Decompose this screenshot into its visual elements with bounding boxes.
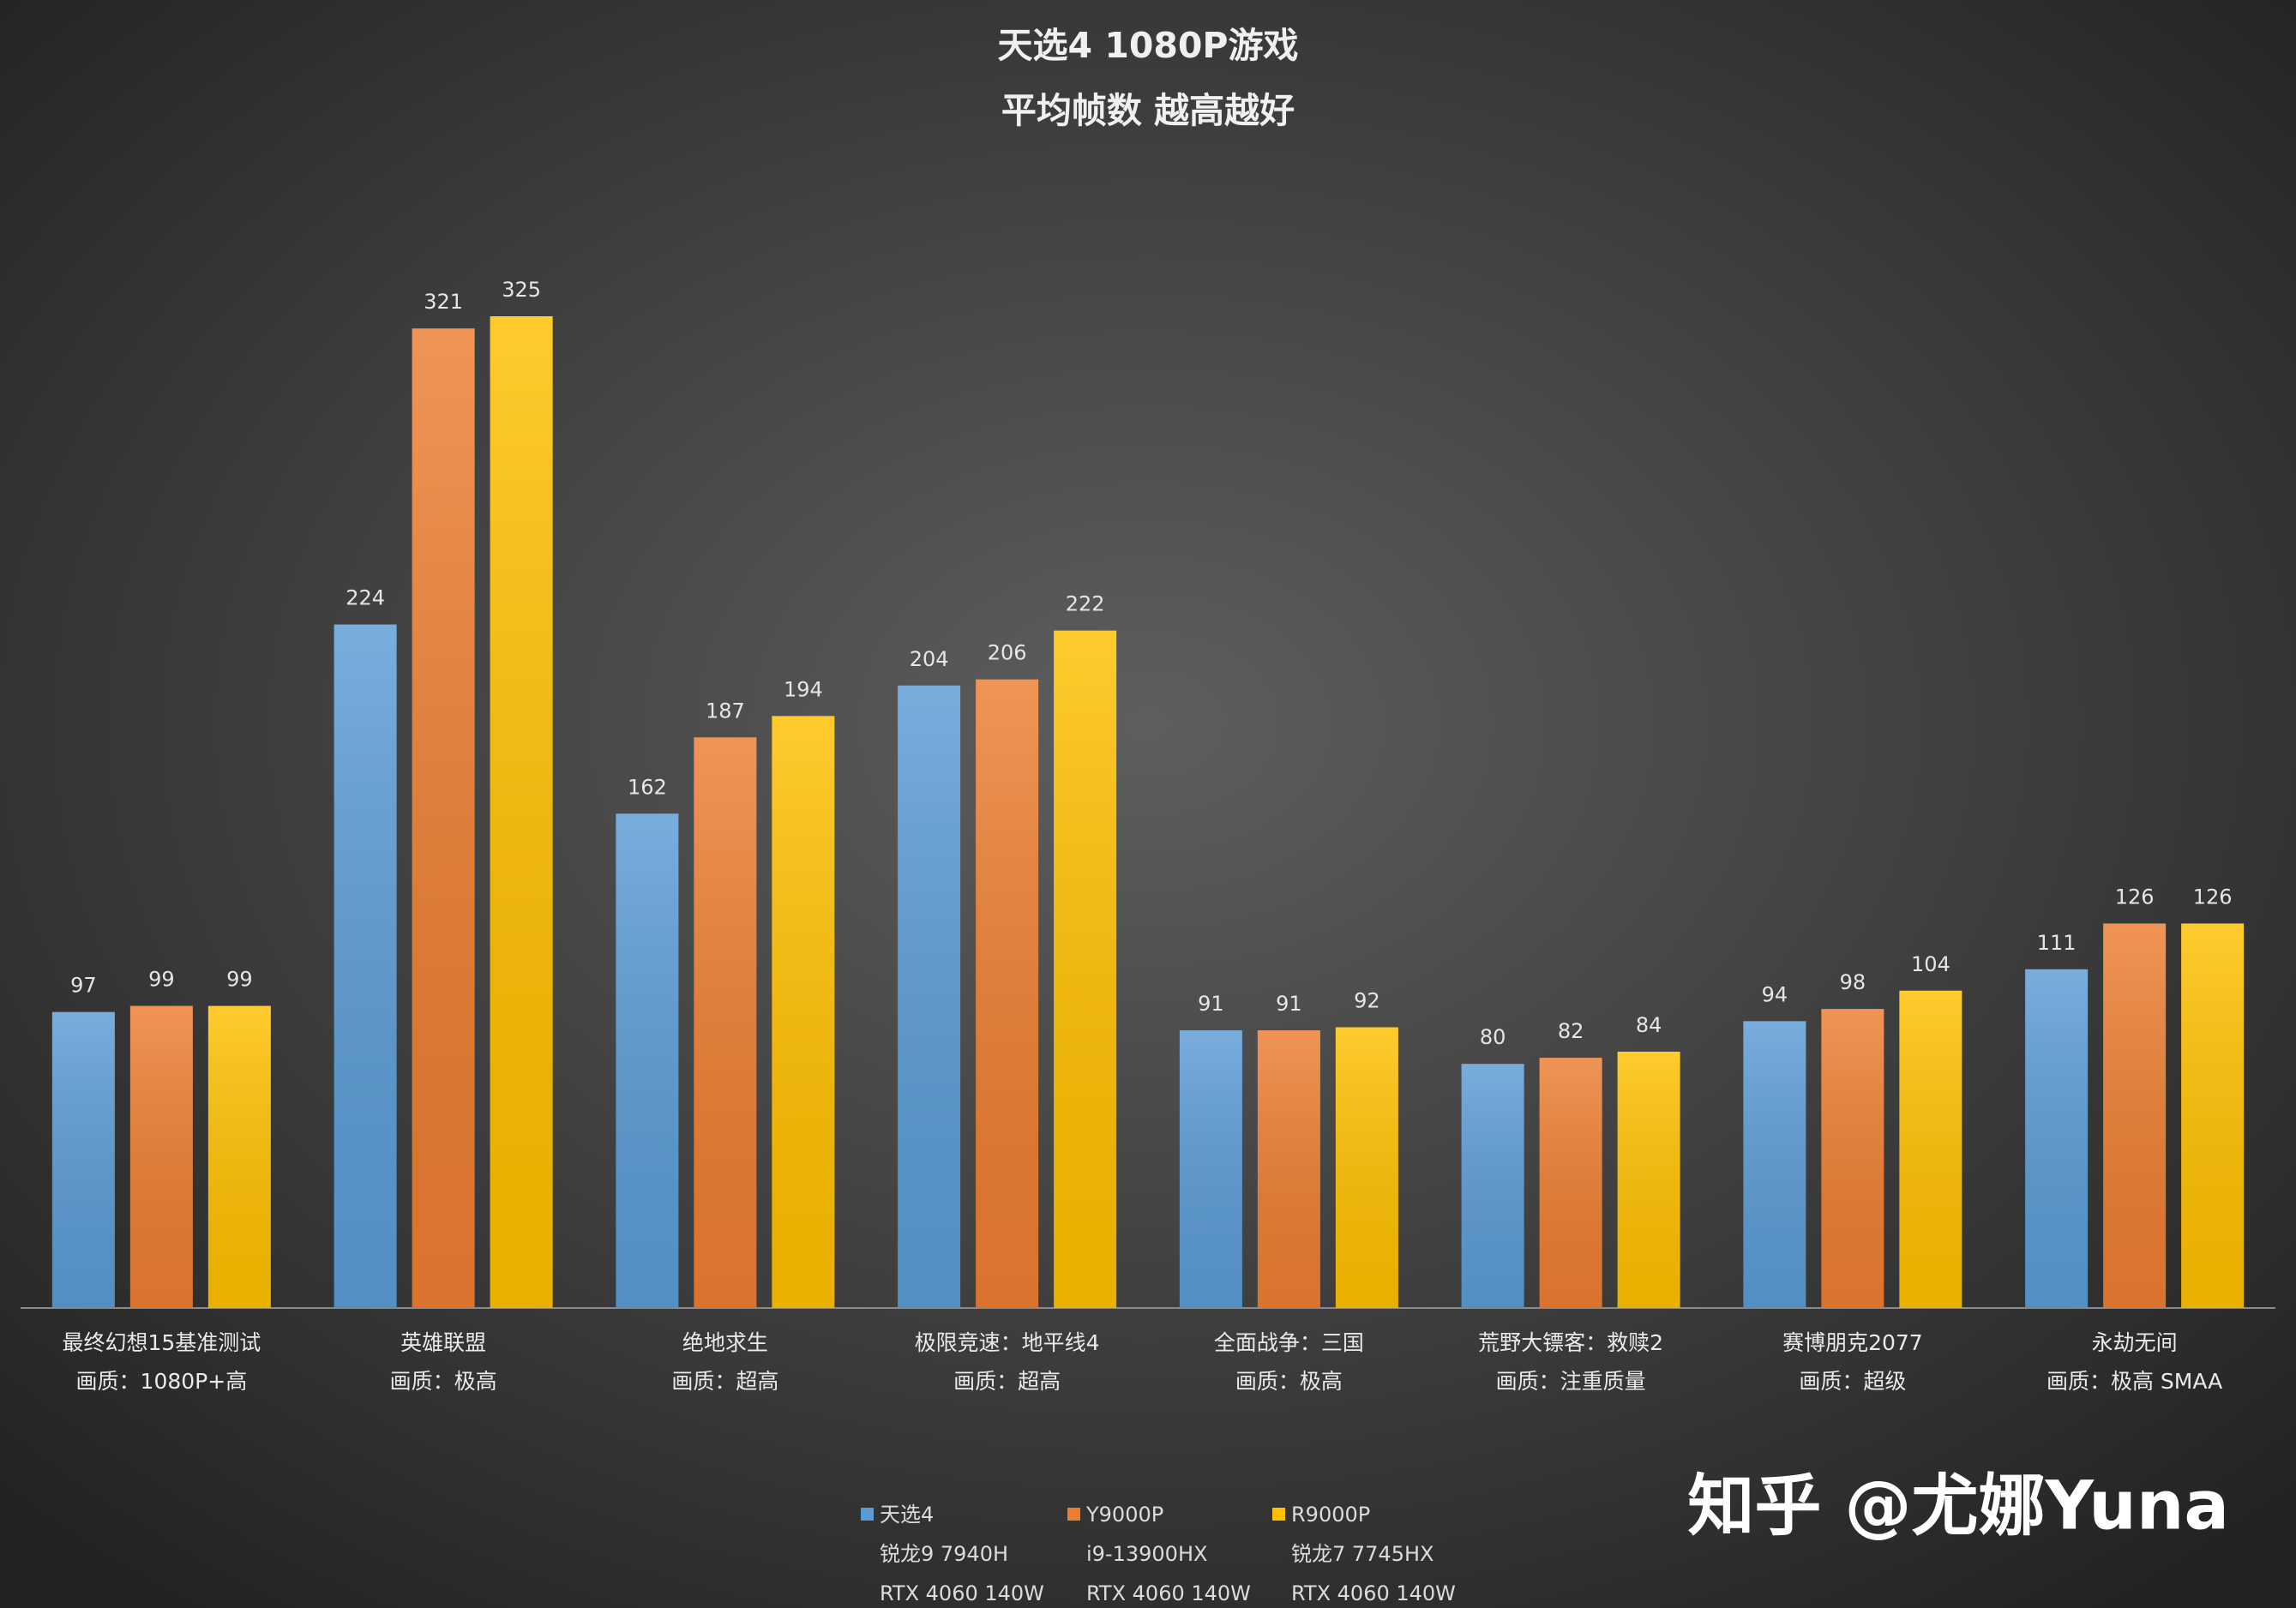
data-label: 187	[706, 699, 745, 723]
x-tick-sublabel: 画质：注重质量	[1496, 1369, 1646, 1394]
data-label: 99	[148, 968, 175, 992]
bar-shine	[772, 716, 835, 1308]
data-label: 206	[988, 641, 1027, 665]
bar-shine	[1461, 1064, 1524, 1308]
legend-swatch	[1067, 1508, 1080, 1521]
bar-shine	[207, 1005, 271, 1308]
x-tick-sublabel: 画质：超高	[671, 1369, 778, 1394]
legend-detail: i9-13900HX	[1086, 1542, 1207, 1566]
legend-label: Y9000P	[1085, 1503, 1163, 1527]
data-label: 92	[1354, 988, 1380, 1012]
bar-shine	[490, 316, 553, 1308]
chart-subtitle: 平均帧数 越高越好	[1001, 90, 1295, 131]
x-tick-sublabel: 画质：极高 SMAA	[2047, 1369, 2222, 1394]
data-label: 94	[1762, 982, 1788, 1006]
data-label: 162	[628, 775, 667, 799]
data-label: 91	[1276, 992, 1302, 1016]
chart-title: 天选4 1080P游戏	[998, 25, 1299, 66]
data-label: 325	[502, 278, 541, 302]
legend-detail: RTX 4060 140W	[1291, 1581, 1456, 1605]
data-label: 224	[346, 586, 385, 610]
data-label: 104	[1911, 952, 1950, 976]
data-label: 82	[1558, 1019, 1584, 1043]
bar-shine	[129, 1005, 193, 1308]
bar-shine	[1743, 1021, 1806, 1308]
bar-shine	[976, 679, 1039, 1308]
legend-label: R9000P	[1291, 1503, 1370, 1527]
legend-detail: RTX 4060 140W	[1086, 1581, 1251, 1605]
data-label: 321	[424, 290, 463, 314]
data-label: 97	[70, 974, 97, 998]
data-label: 99	[226, 968, 253, 992]
bar-shine	[412, 328, 475, 1308]
legend-detail: RTX 4060 140W	[880, 1581, 1044, 1605]
bar-shine	[334, 624, 397, 1308]
data-label: 126	[2193, 885, 2233, 909]
x-tick-sublabel: 画质：超级	[1799, 1369, 1906, 1394]
x-tick-sublabel: 画质：超高	[953, 1369, 1061, 1394]
x-tick-sublabel: 画质：1080P+高	[76, 1369, 248, 1394]
bar-shine	[1179, 1030, 1242, 1308]
bar-shine	[2025, 969, 2089, 1308]
data-label: 91	[1198, 992, 1224, 1016]
data-label: 80	[1480, 1025, 1506, 1049]
data-label: 126	[2115, 885, 2155, 909]
bar-shine	[1054, 630, 1117, 1308]
bar-shine	[1899, 990, 1962, 1308]
bar-shine	[898, 685, 961, 1308]
bar-shine	[2103, 923, 2167, 1308]
legend-detail: 锐龙7 7745HX	[1291, 1542, 1433, 1566]
data-label: 84	[1636, 1013, 1662, 1037]
legend-swatch	[861, 1508, 874, 1521]
bar-shine	[1617, 1051, 1680, 1308]
bar-shine	[616, 813, 679, 1308]
data-label: 222	[1066, 592, 1105, 616]
data-label: 98	[1840, 970, 1866, 994]
data-label: 194	[784, 677, 823, 701]
x-tick-label: 永劫无间	[2092, 1330, 2178, 1355]
x-tick-sublabel: 画质：极高	[390, 1369, 497, 1394]
bar-shine	[1821, 1009, 1884, 1308]
x-tick-label: 最终幻想15基准测试	[62, 1330, 261, 1355]
x-tick-label: 荒野大镖客：救赎2	[1478, 1330, 1663, 1355]
bar-shine	[1335, 1027, 1398, 1308]
bar-shine	[694, 737, 757, 1308]
legend-detail: 锐龙9 7940H	[880, 1542, 1008, 1566]
x-tick-label: 绝地求生	[682, 1330, 768, 1355]
bar-shine	[51, 1011, 115, 1308]
data-label: 204	[910, 647, 949, 671]
bar-shine	[1539, 1058, 1602, 1308]
data-label: 111	[2037, 931, 2077, 955]
x-tick-label: 赛博朋克2077	[1782, 1330, 1923, 1355]
x-tick-sublabel: 画质：极高	[1235, 1369, 1343, 1394]
x-tick-label: 英雄联盟	[400, 1330, 486, 1355]
x-tick-label: 全面战争：三国	[1214, 1330, 1364, 1355]
bar-shine	[2181, 923, 2245, 1308]
bar-shine	[1257, 1030, 1320, 1308]
watermark: 知乎 @尤娜Yuna	[1687, 1467, 2229, 1545]
legend-label: 天选4	[880, 1503, 934, 1527]
x-tick-label: 极限竞速：地平线4	[915, 1330, 1100, 1355]
legend-swatch	[1272, 1508, 1285, 1521]
